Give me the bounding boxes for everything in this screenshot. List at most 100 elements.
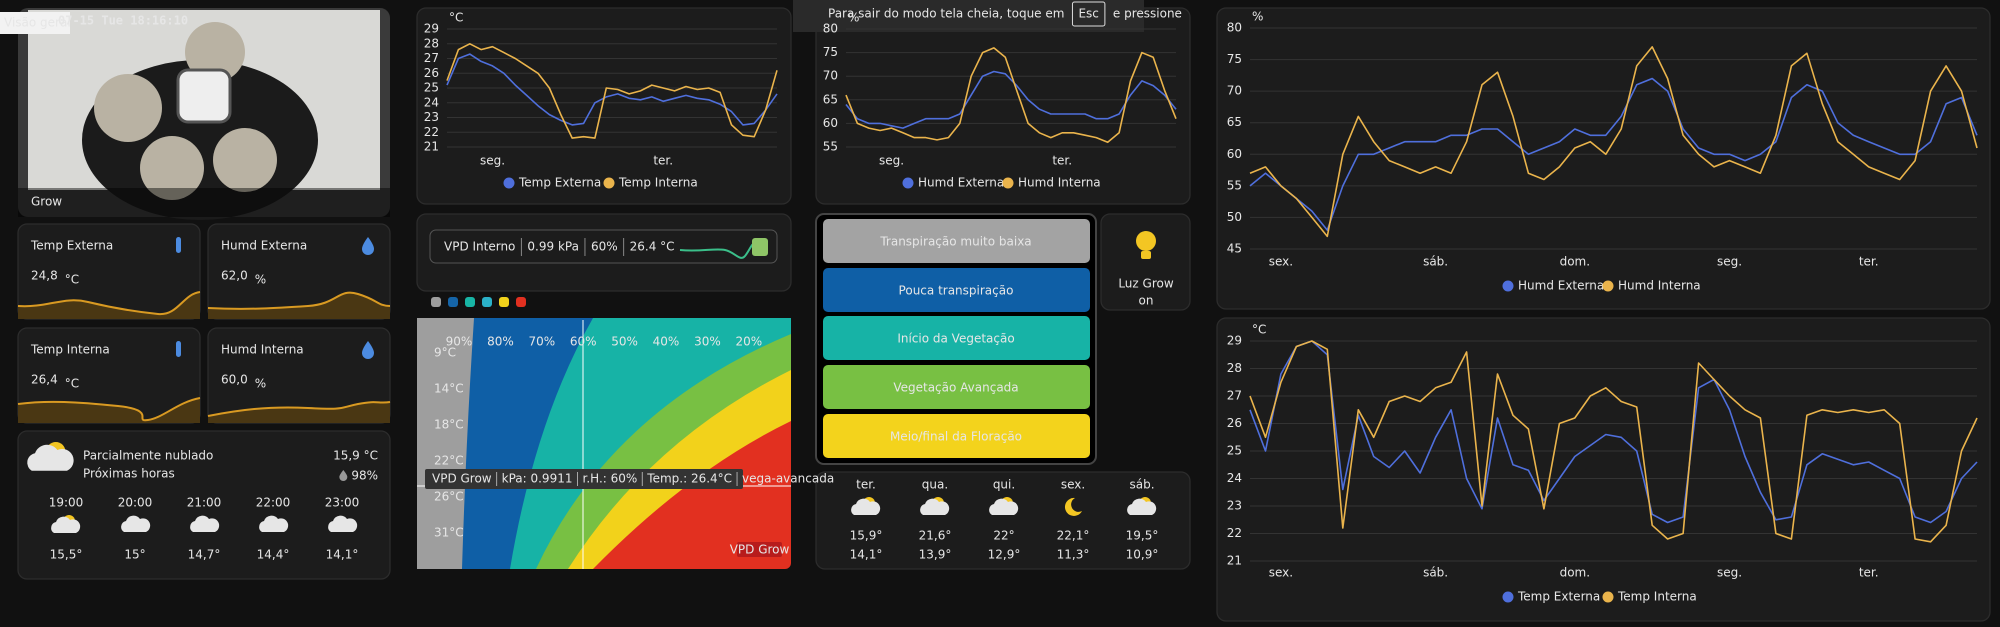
- chart-card[interactable]: [1216, 7, 1991, 310]
- icon-drop: [339, 470, 348, 481]
- forecast-low: 13,9°: [919, 548, 952, 562]
- stage-label: Vegetação Avançada: [893, 381, 1018, 395]
- series-line: [446, 53, 778, 126]
- sensor-name: Humd Interna: [221, 343, 304, 357]
- y-tick-label: 24: [424, 95, 439, 109]
- sparkline-fill: [208, 292, 390, 319]
- y-tick-label: 28: [424, 36, 439, 50]
- chart-card[interactable]: [1216, 317, 1991, 622]
- hour-temp: 15,5°: [50, 548, 83, 562]
- y-tick-label: 26: [1227, 416, 1242, 430]
- sparkline-line: [17, 397, 201, 422]
- icon-cloud: [851, 498, 881, 515]
- stage-label: Transpiração muito baixa: [879, 235, 1031, 249]
- legend-swatch[interactable]: [503, 177, 515, 189]
- camera-tab[interactable]: [0, 12, 70, 34]
- legend-swatch[interactable]: [603, 177, 615, 189]
- y-tick-label: 22: [1227, 526, 1242, 540]
- y-tick-label: 45: [1227, 242, 1242, 256]
- series-line: [446, 43, 778, 139]
- camera-name: Grow: [31, 195, 62, 209]
- weather-humidity: 98%: [351, 469, 378, 483]
- y-tick-label: 23: [424, 110, 439, 124]
- forecast-day: qua.: [922, 478, 948, 492]
- forecast-day: qui.: [993, 478, 1015, 492]
- tooltip-text: Temp.: 26.4°C: [646, 472, 732, 486]
- x-tick-label: seg.: [480, 154, 505, 168]
- x-tick-label: ter.: [653, 154, 673, 168]
- stage-item: [823, 268, 1090, 312]
- vpd-card[interactable]: [416, 213, 792, 292]
- vpd-zone: [417, 318, 474, 569]
- legend-label: Humd Externa: [1518, 279, 1604, 293]
- y-tick-label: 25: [1227, 444, 1242, 458]
- sensor-sparkline: [207, 401, 391, 423]
- legend-label: Temp Interna: [618, 176, 698, 190]
- y-tick-label: 29: [424, 22, 439, 36]
- x-tick-label: seg.: [1717, 255, 1742, 269]
- stage-dot: [465, 297, 475, 307]
- forecast-high: 19,5°: [1126, 529, 1159, 543]
- legend-swatch[interactable]: [1602, 591, 1614, 603]
- rh-label: 30%: [694, 335, 721, 349]
- sensor-sparkline: [17, 397, 201, 423]
- series-line: [1249, 340, 1978, 524]
- x-tick-label: dom.: [1560, 566, 1590, 580]
- sensor-icon: [176, 341, 181, 357]
- forecast-day: sex.: [1061, 478, 1085, 492]
- series-line: [1249, 46, 1978, 238]
- vpd-card-name: VPD Interno: [444, 240, 515, 254]
- icon-cloud: [27, 444, 74, 471]
- rh-label: 80%: [487, 335, 514, 349]
- x-tick-label: sex.: [1269, 255, 1293, 269]
- notice-key: Esc: [1078, 7, 1098, 21]
- y-tick-label: 60: [1227, 147, 1242, 161]
- y-tick-label: 24: [1227, 471, 1242, 485]
- y-tick-label: 50: [1227, 210, 1242, 224]
- stage-dot: [499, 297, 509, 307]
- icon-cloud: [328, 515, 358, 532]
- x-tick-label: seg.: [1717, 566, 1742, 580]
- sparkline-line: [207, 291, 391, 310]
- tooltip-text: vega-avancada: [742, 472, 834, 486]
- stage-dot: [448, 297, 458, 307]
- y-tick-label: 21: [424, 140, 439, 154]
- forecast-high: 15,9°: [850, 529, 883, 543]
- light-card[interactable]: [1100, 213, 1191, 311]
- legend-swatch[interactable]: [1502, 591, 1514, 603]
- notice-key-box: [1071, 1, 1106, 27]
- camera-tab: Visão geral: [4, 16, 71, 30]
- forecast-card[interactable]: [815, 471, 1191, 570]
- legend-swatch[interactable]: [1602, 280, 1614, 292]
- stage-dot: [431, 297, 441, 307]
- rh-label: 20%: [735, 335, 762, 349]
- y-tick-label: 70: [823, 69, 838, 83]
- light-state: on: [1139, 294, 1154, 308]
- hour-time: 22:00: [256, 496, 291, 510]
- hour-time: 20:00: [118, 496, 153, 510]
- y-tick-label: 25: [424, 81, 439, 95]
- forecast-high: 21,6°: [919, 529, 952, 543]
- legend-swatch[interactable]: [1502, 280, 1514, 292]
- sensor-name: Temp Externa: [30, 239, 113, 253]
- y-tick-label: 29: [1227, 334, 1242, 348]
- y-tick-label: 75: [1227, 52, 1242, 66]
- stage-label: Meio/final da Floração: [890, 430, 1022, 444]
- sparkline-fill: [18, 398, 200, 423]
- icon-cloud: [121, 515, 151, 532]
- rh-label: 70%: [528, 335, 555, 349]
- vpd-sparkline: [679, 242, 756, 259]
- y-tick-label: 80: [1227, 21, 1242, 35]
- stage-item: [823, 414, 1090, 458]
- sensor-unit: %: [255, 273, 266, 287]
- stage-label: Início da Vegetação: [897, 332, 1014, 346]
- legend-swatch[interactable]: [902, 177, 914, 189]
- vpd-badge: [737, 542, 782, 557]
- sensor-value: 24,8: [31, 269, 58, 283]
- chart-card[interactable]: [416, 7, 792, 205]
- weather-card[interactable]: [17, 430, 391, 580]
- rh-label: 90%: [446, 335, 473, 349]
- legend-swatch[interactable]: [1002, 177, 1014, 189]
- temp-label: 31°C: [434, 526, 464, 540]
- sensor-unit: %: [255, 377, 266, 391]
